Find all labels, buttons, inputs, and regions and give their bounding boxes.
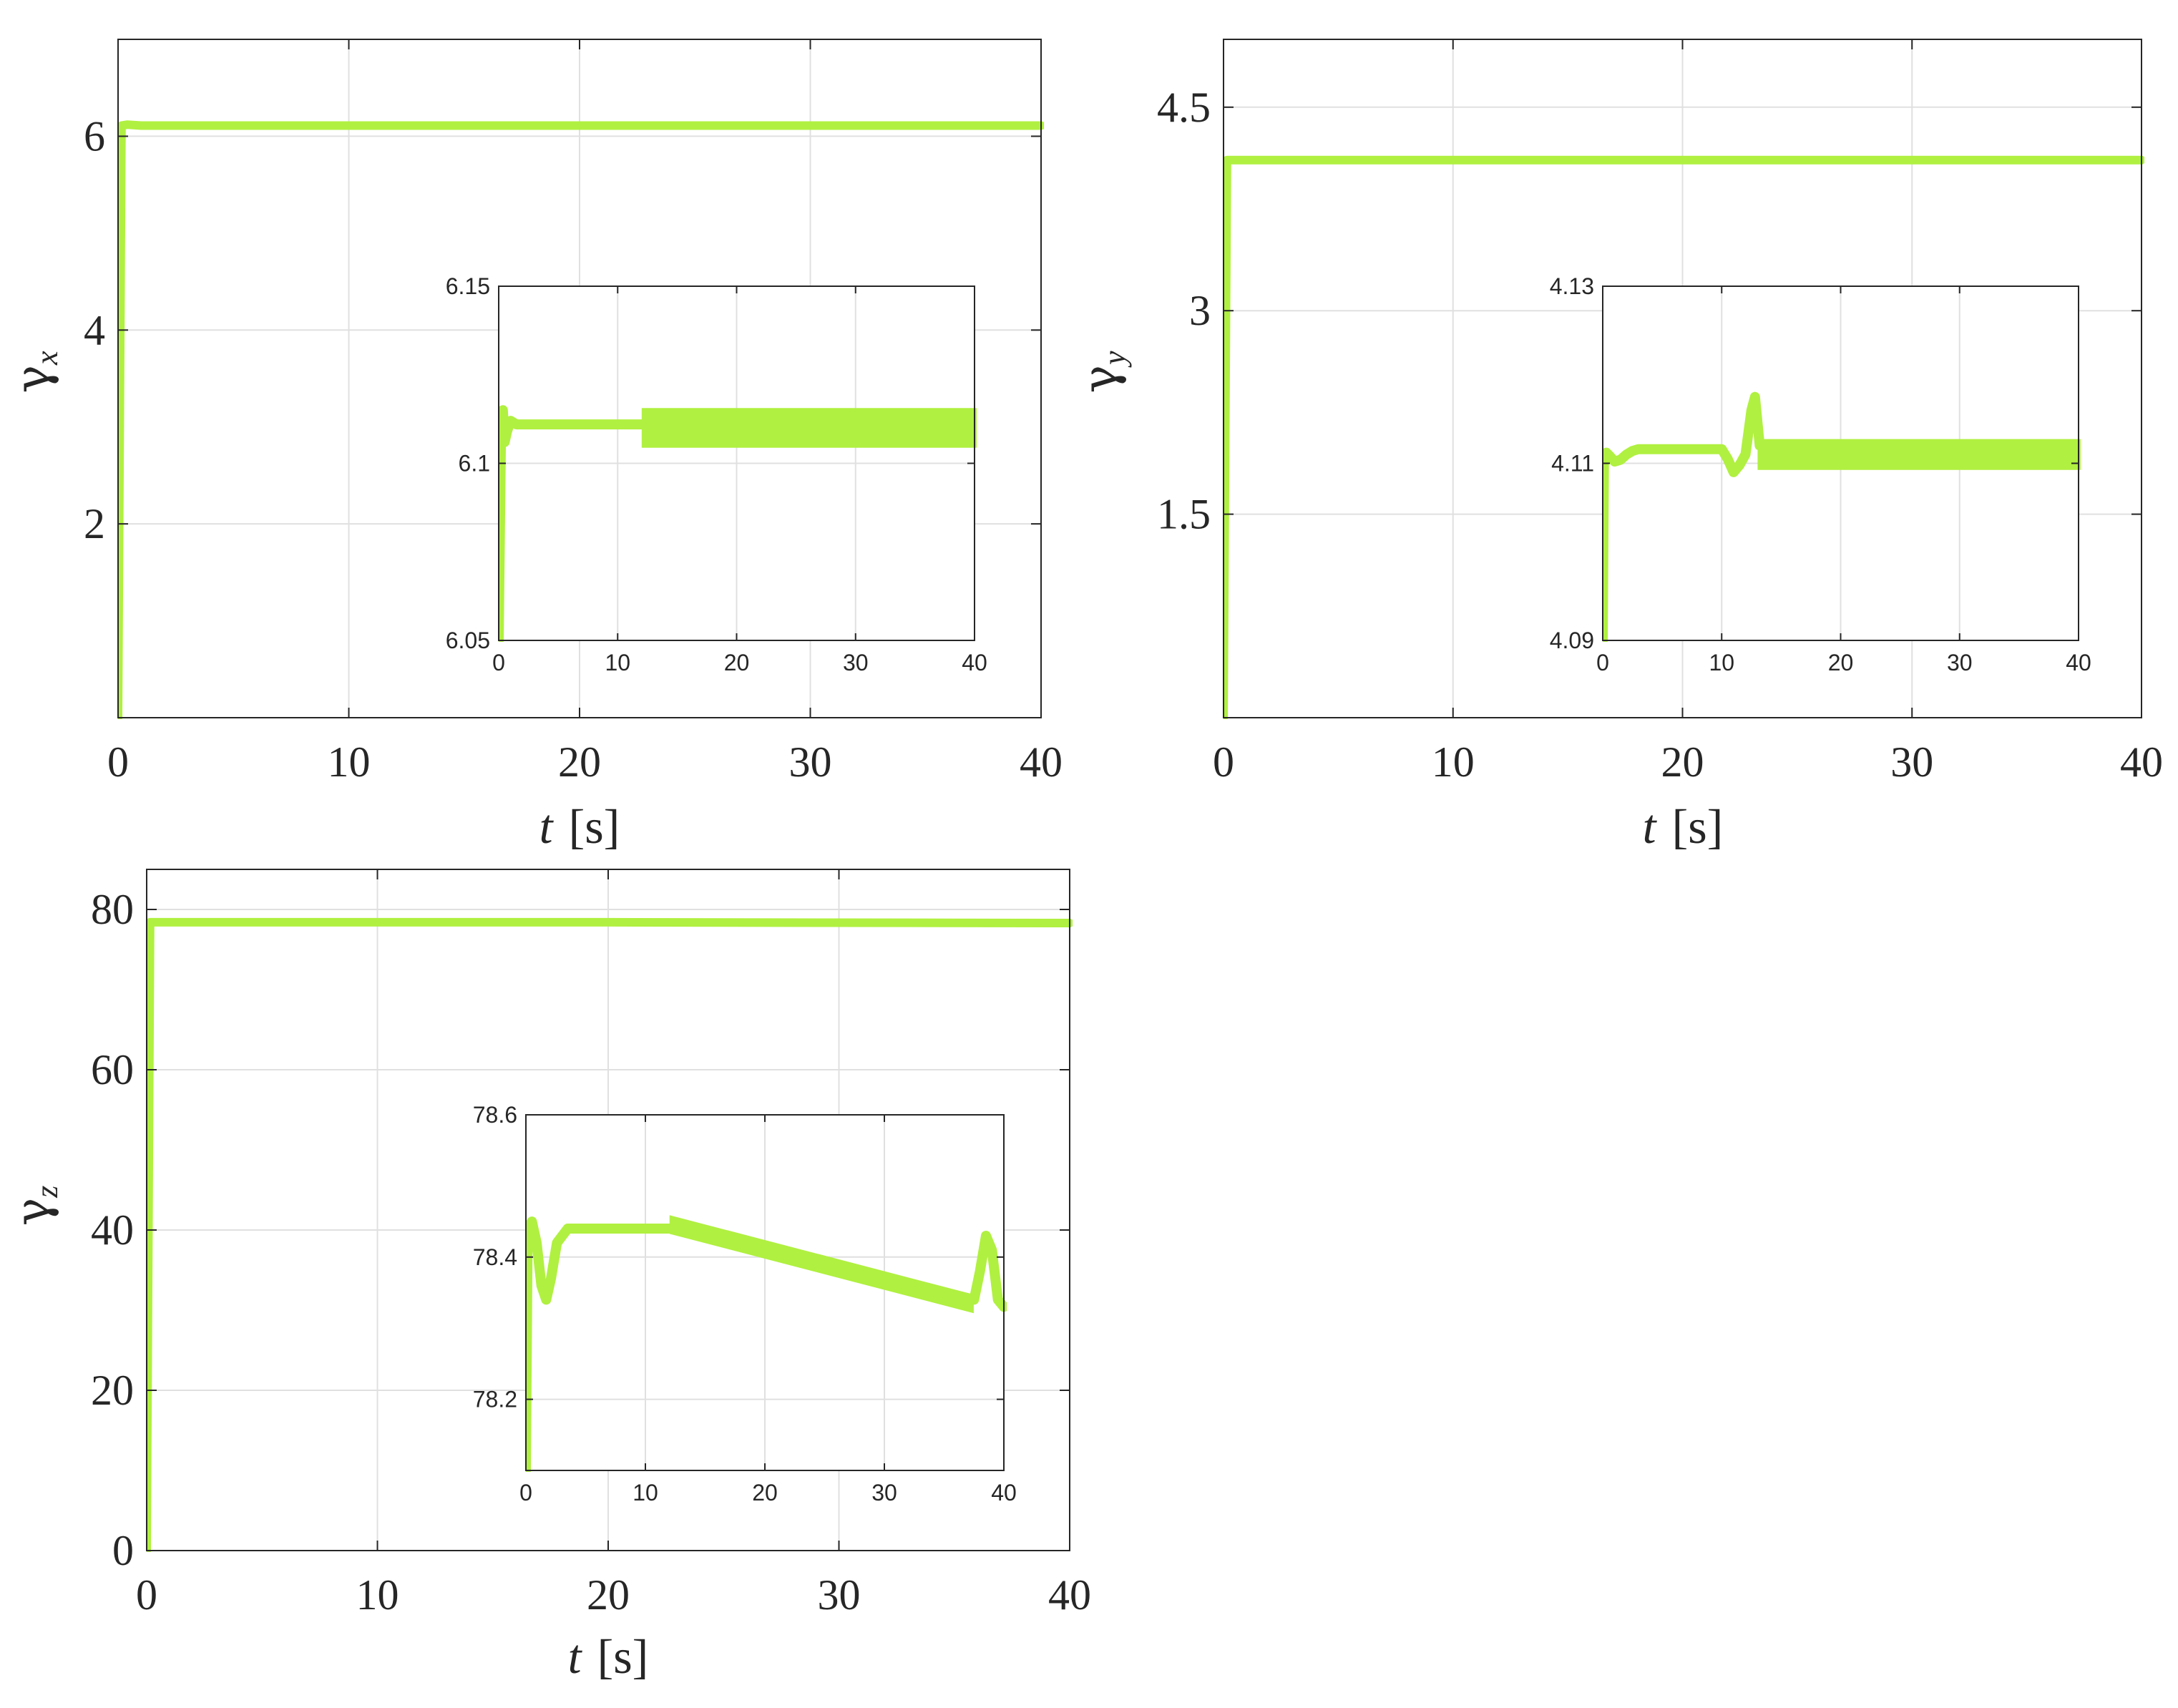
x-tick-label: 0 <box>1596 650 1609 675</box>
data-layer <box>1224 155 2144 719</box>
series-line <box>499 405 647 642</box>
x-tick-label: 30 <box>1890 738 1933 786</box>
y-tick-label: 80 <box>91 886 134 933</box>
y-tick-label: 78.2 <box>473 1387 517 1412</box>
y-tick-label: 6.05 <box>446 628 490 653</box>
inset-axes: 0 10 20 30 40 78.2 78.4 78.6 <box>473 1102 1017 1506</box>
inset-axes: 0 10 20 30 40 6.05 6.1 6.15 <box>446 273 987 675</box>
y-axis-label: γz <box>5 1186 64 1226</box>
series-line <box>1224 155 2144 719</box>
x-tick-label: 10 <box>328 738 371 786</box>
x-tick-label: 20 <box>752 1480 778 1506</box>
y-axis-label: γx <box>5 351 64 393</box>
y-tick-label: 4.11 <box>1551 451 1594 477</box>
x-tick-label: 40 <box>991 1480 1017 1506</box>
y-tick-label: 0 <box>112 1527 134 1574</box>
data-layer <box>118 120 1044 719</box>
x-axis-label: t [s] <box>1643 799 1724 854</box>
inset-axes: 0 10 20 30 40 4.09 4.11 4.13 <box>1550 273 2091 675</box>
x-tick-label: 30 <box>818 1571 861 1619</box>
series-line <box>526 1216 1007 1472</box>
series-line <box>147 917 1073 1552</box>
x-tick-label: 0 <box>136 1571 157 1619</box>
x-tick-label: 40 <box>1048 1571 1091 1619</box>
x-tick-label: 20 <box>724 650 750 675</box>
x-tick-label: 0 <box>492 650 505 675</box>
y-tick-label: 3 <box>1189 287 1211 334</box>
y-tick-label: 2 <box>84 500 105 547</box>
x-tick-label: 0 <box>107 738 129 786</box>
y-tick-label: 78.6 <box>473 1102 517 1128</box>
plot-gamma-z: 0 10 20 30 40 0 20 40 60 80 0 10 20 30 40 78.2 78.4 78.6… <box>5 869 1091 1684</box>
y-tick-label: 40 <box>91 1206 134 1254</box>
x-tick-label: 30 <box>789 738 832 786</box>
y-tick-label: 6.1 <box>459 451 490 477</box>
x-tick-label: 30 <box>843 650 869 675</box>
series-line <box>118 120 1044 719</box>
x-tick-label: 20 <box>1828 650 1854 675</box>
x-tick-label: 10 <box>1432 738 1475 786</box>
series-line <box>1603 391 1765 642</box>
oscillation-band <box>641 408 977 448</box>
y-tick-label: 60 <box>91 1046 134 1093</box>
plot-gamma-x: 0 10 20 30 40 2 4 6 0 10 20 30 40 6.05 6.1 6.15 t [s] γ… <box>5 39 1063 854</box>
y-tick-label: 78.4 <box>473 1244 517 1270</box>
x-tick-label: 20 <box>1661 738 1704 786</box>
y-tick-label: 1.5 <box>1157 491 1211 538</box>
plot-gamma-y: 0 10 20 30 40 1.5 3 4.5 0 10 20 30 40 4.09 4.11 4.13 t… <box>1073 39 2163 854</box>
x-tick-label: 10 <box>633 1480 658 1506</box>
x-tick-label: 40 <box>2066 650 2091 675</box>
x-tick-label: 40 <box>1020 738 1063 786</box>
y-tick-label: 4.5 <box>1157 84 1211 131</box>
x-tick-label: 30 <box>871 1480 897 1506</box>
data-layer <box>526 1215 1007 1472</box>
y-tick-label: 6.15 <box>446 273 490 299</box>
data-layer <box>1603 391 2081 642</box>
x-tick-label: 0 <box>1213 738 1234 786</box>
x-tick-label: 10 <box>356 1571 399 1619</box>
x-axis-label: t [s] <box>539 799 620 854</box>
oscillation-band <box>1757 439 2081 470</box>
x-tick-label: 40 <box>2120 738 2163 786</box>
y-axis-label: γy <box>1073 351 1132 393</box>
y-tick-label: 4.09 <box>1550 628 1594 653</box>
x-tick-label: 30 <box>1947 650 1973 675</box>
y-tick-label: 4.13 <box>1550 273 1594 299</box>
x-tick-label: 40 <box>962 650 987 675</box>
y-tick-label: 20 <box>91 1367 134 1414</box>
x-tick-label: 20 <box>587 1571 630 1619</box>
x-tick-label: 20 <box>558 738 601 786</box>
x-tick-label: 10 <box>1709 650 1734 675</box>
x-axis-label: t [s] <box>568 1629 649 1684</box>
x-tick-label: 0 <box>519 1480 532 1506</box>
y-tick-label: 4 <box>84 306 105 353</box>
y-tick-label: 6 <box>84 112 105 160</box>
x-tick-label: 10 <box>605 650 630 675</box>
data-layer <box>147 917 1073 1552</box>
